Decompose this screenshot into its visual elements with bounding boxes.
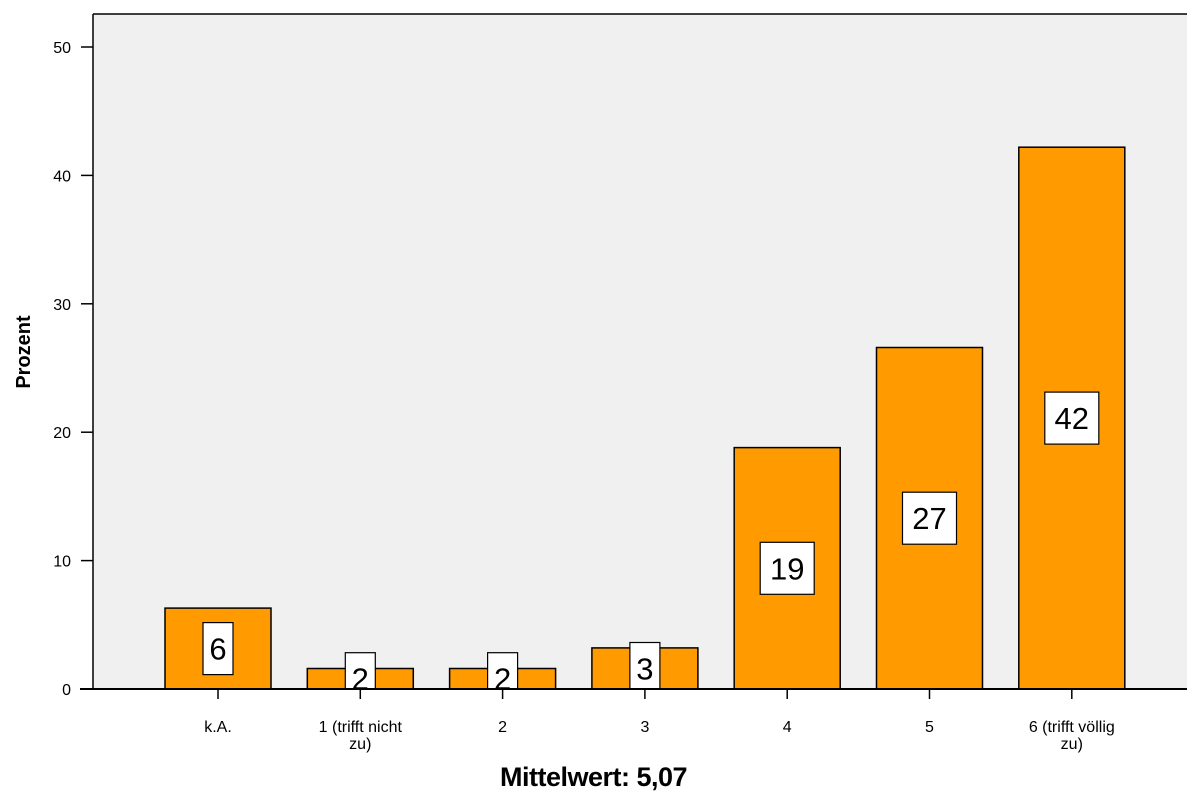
y-tick-label: 40 bbox=[53, 168, 71, 185]
data-label-text: 27 bbox=[912, 501, 946, 536]
x-tick-label: 2 bbox=[498, 719, 507, 736]
x-axis: k.A. 1 (trifft nicht zu) 2 3 4 5 6 (trifft völl… bbox=[80, 688, 1187, 753]
data-label: 19 bbox=[759, 541, 815, 595]
y-tick-label: 10 bbox=[53, 554, 71, 571]
data-label-text: 6 bbox=[209, 632, 226, 667]
mean-caption: Mittelwert: 5,07 bbox=[499, 762, 688, 792]
data-label-box bbox=[901, 491, 958, 545]
bars-group bbox=[164, 146, 1126, 690]
data-label-text: 42 bbox=[1055, 401, 1089, 436]
plot-area bbox=[93, 14, 1187, 689]
x-tick-label: 1 (trifft nicht zu) bbox=[319, 719, 403, 753]
data-label: 6 bbox=[202, 621, 234, 676]
data-labels-group: 6 2 2 3 19 27 42 bbox=[202, 391, 1100, 697]
y-axis: 0 10 20 30 40 50 bbox=[53, 13, 1187, 699]
x-tick-label: k.A. bbox=[204, 719, 232, 736]
x-tick-label: 3 bbox=[640, 719, 649, 736]
data-label-box bbox=[202, 621, 234, 676]
x-tick-label: 4 bbox=[783, 719, 792, 736]
data-label-text: 2 bbox=[352, 662, 369, 697]
data-label-text: 19 bbox=[770, 551, 804, 586]
data-label: 3 bbox=[629, 641, 661, 690]
data-label-text: 2 bbox=[494, 662, 511, 697]
x-tick-label: 5 bbox=[925, 719, 934, 736]
data-label: 42 bbox=[1044, 391, 1100, 445]
y-axis-title: Prozent bbox=[13, 315, 35, 389]
data-label-box bbox=[1044, 391, 1100, 445]
data-label: 27 bbox=[901, 491, 958, 545]
y-tick-label: 0 bbox=[62, 682, 71, 699]
data-label-box bbox=[759, 541, 815, 595]
data-label-text: 3 bbox=[636, 652, 653, 687]
y-tick-label: 30 bbox=[53, 297, 71, 314]
y-tick-label: 50 bbox=[53, 40, 71, 57]
x-tick-label: 6 (trifft völlig zu) bbox=[1029, 719, 1115, 753]
data-label-box bbox=[629, 641, 661, 690]
y-tick-label: 20 bbox=[53, 425, 71, 442]
